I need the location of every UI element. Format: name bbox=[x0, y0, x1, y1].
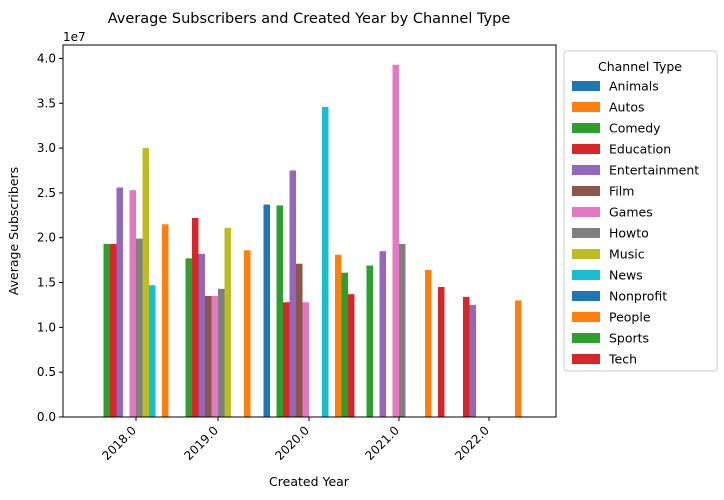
legend-label-sports: Sports bbox=[609, 331, 649, 346]
bar-education-2022-0 bbox=[463, 296, 470, 417]
bar-news-2020-0 bbox=[322, 106, 329, 417]
bar-entertainment-2022-0 bbox=[469, 304, 476, 417]
bar-tech-2020-0 bbox=[348, 294, 355, 417]
legend-label-entertainment: Entertainment bbox=[609, 163, 699, 178]
legend-label-film: Film bbox=[609, 184, 634, 199]
y-offset-label: 1e7 bbox=[63, 30, 86, 44]
bar-entertainment-2021-0 bbox=[379, 251, 386, 417]
legend-frame bbox=[563, 50, 718, 372]
bar-education-2019-0 bbox=[192, 218, 199, 417]
y-axis-label: Average Subscribers bbox=[6, 167, 21, 295]
bar-people-2019-0 bbox=[244, 250, 251, 417]
legend-label-news: News bbox=[609, 268, 643, 283]
bar-entertainment-2018-0 bbox=[116, 187, 123, 417]
legend-label-education: Education bbox=[609, 142, 671, 157]
y-tick-label: 2.5 bbox=[37, 186, 56, 200]
bar-sports-2020-0 bbox=[341, 272, 348, 417]
legend-swatch-film bbox=[572, 186, 600, 196]
bar-entertainment-2020-0 bbox=[289, 170, 296, 417]
bar-film-2019-0 bbox=[205, 295, 212, 417]
legend-swatch-howto bbox=[572, 228, 600, 238]
bar-games-2020-0 bbox=[302, 302, 309, 417]
x-tick-label: 2021.0 bbox=[362, 423, 402, 463]
bar-people-2020-0 bbox=[335, 254, 342, 417]
bar-education-2018-0 bbox=[110, 244, 117, 417]
y-tick-label: 3.0 bbox=[37, 141, 56, 155]
x-tick-label: 2022.0 bbox=[452, 423, 492, 463]
legend-swatch-animals bbox=[572, 81, 600, 91]
legend-swatch-tech bbox=[572, 354, 600, 364]
legend-title: Channel Type bbox=[598, 59, 682, 74]
y-tick-label: 0.0 bbox=[37, 410, 56, 424]
y-tick-label: 1.0 bbox=[37, 320, 56, 334]
y-tick-label: 1.5 bbox=[37, 276, 56, 290]
legend-swatch-music bbox=[572, 249, 600, 259]
bar-howto-2018-0 bbox=[136, 238, 143, 417]
bar-entertainment-2019-0 bbox=[198, 253, 205, 417]
bar-comedy-2021-0 bbox=[366, 265, 373, 417]
bar-music-2018-0 bbox=[142, 148, 149, 417]
legend-swatch-games bbox=[572, 207, 600, 217]
legend-swatch-entertainment bbox=[572, 165, 600, 175]
bar-education-2020-0 bbox=[283, 302, 290, 417]
bar-games-2019-0 bbox=[211, 295, 218, 417]
x-tick-label: 2018.0 bbox=[99, 423, 139, 463]
bar-animals-2020-0 bbox=[263, 204, 270, 417]
bar-film-2020-0 bbox=[296, 263, 303, 417]
y-tick-label: 4.0 bbox=[37, 51, 56, 65]
legend-swatch-people bbox=[572, 312, 600, 322]
legend-items: Animals Autos Comedy Education Entertainment… bbox=[572, 79, 699, 367]
bar-music-2019-0 bbox=[224, 227, 231, 417]
y-tick-label: 0.5 bbox=[37, 365, 56, 379]
legend-swatch-autos bbox=[572, 102, 600, 112]
bar-comedy-2019-0 bbox=[185, 258, 192, 417]
legend-swatch-nonprofit bbox=[572, 291, 600, 301]
bar-people-2018-0 bbox=[162, 224, 169, 417]
bar-games-2021-0 bbox=[392, 64, 399, 417]
x-axis-label: Created Year bbox=[269, 474, 350, 489]
legend-label-howto: Howto bbox=[609, 226, 649, 241]
bar-comedy-2020-0 bbox=[276, 205, 283, 417]
legend-swatch-education bbox=[572, 144, 600, 154]
y-tick-label: 3.5 bbox=[37, 96, 56, 110]
x-tick-label: 2019.0 bbox=[181, 423, 221, 463]
legend: Channel Type Animals Autos Comedy Education… bbox=[563, 50, 718, 372]
bar-howto-2021-0 bbox=[399, 244, 406, 417]
x-tick-label: 2020.0 bbox=[272, 423, 312, 463]
x-axis: 2018.0 2019.0 2020.0 2021.0 2022.0 bbox=[99, 417, 492, 463]
bar-news-2018-0 bbox=[149, 285, 156, 417]
legend-label-music: Music bbox=[609, 247, 645, 262]
bar-games-2018-0 bbox=[129, 190, 136, 417]
legend-swatch-news bbox=[572, 270, 600, 280]
bars-group bbox=[103, 64, 522, 417]
legend-label-people: People bbox=[609, 310, 651, 325]
bar-people-2021-0 bbox=[425, 269, 432, 417]
legend-swatch-comedy bbox=[572, 123, 600, 133]
bar-comedy-2018-0 bbox=[103, 244, 110, 417]
legend-label-tech: Tech bbox=[608, 352, 637, 367]
y-tick-label: 2.0 bbox=[37, 231, 56, 245]
legend-label-autos: Autos bbox=[609, 100, 645, 115]
legend-swatch-sports bbox=[572, 333, 600, 343]
legend-label-games: Games bbox=[609, 205, 653, 220]
legend-label-comedy: Comedy bbox=[609, 121, 661, 136]
legend-label-animals: Animals bbox=[609, 79, 659, 94]
legend-label-nonprofit: Nonprofit bbox=[609, 289, 667, 304]
bar-people-2022-0 bbox=[515, 300, 522, 417]
y-axis: 0.0 0.5 1.0 1.5 2.0 2.5 3.0 3.5 4.0 bbox=[37, 51, 63, 424]
chart-title: Average Subscribers and Created Year by … bbox=[108, 11, 511, 27]
bar-howto-2019-0 bbox=[218, 288, 225, 417]
bar-tech-2021-0 bbox=[438, 287, 445, 417]
